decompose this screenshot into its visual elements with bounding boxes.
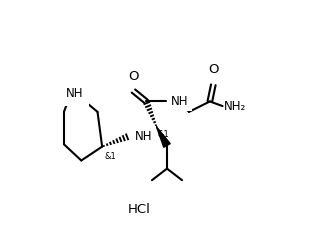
Text: O: O — [128, 70, 139, 83]
Text: NH: NH — [65, 87, 83, 100]
Polygon shape — [157, 127, 170, 147]
Text: NH: NH — [135, 130, 152, 143]
Text: NH₂: NH₂ — [224, 99, 246, 113]
Text: &1: &1 — [104, 152, 116, 161]
Text: O: O — [208, 63, 218, 76]
Text: NH: NH — [170, 95, 188, 108]
Text: &1: &1 — [157, 130, 169, 139]
Text: HCl: HCl — [128, 203, 151, 216]
